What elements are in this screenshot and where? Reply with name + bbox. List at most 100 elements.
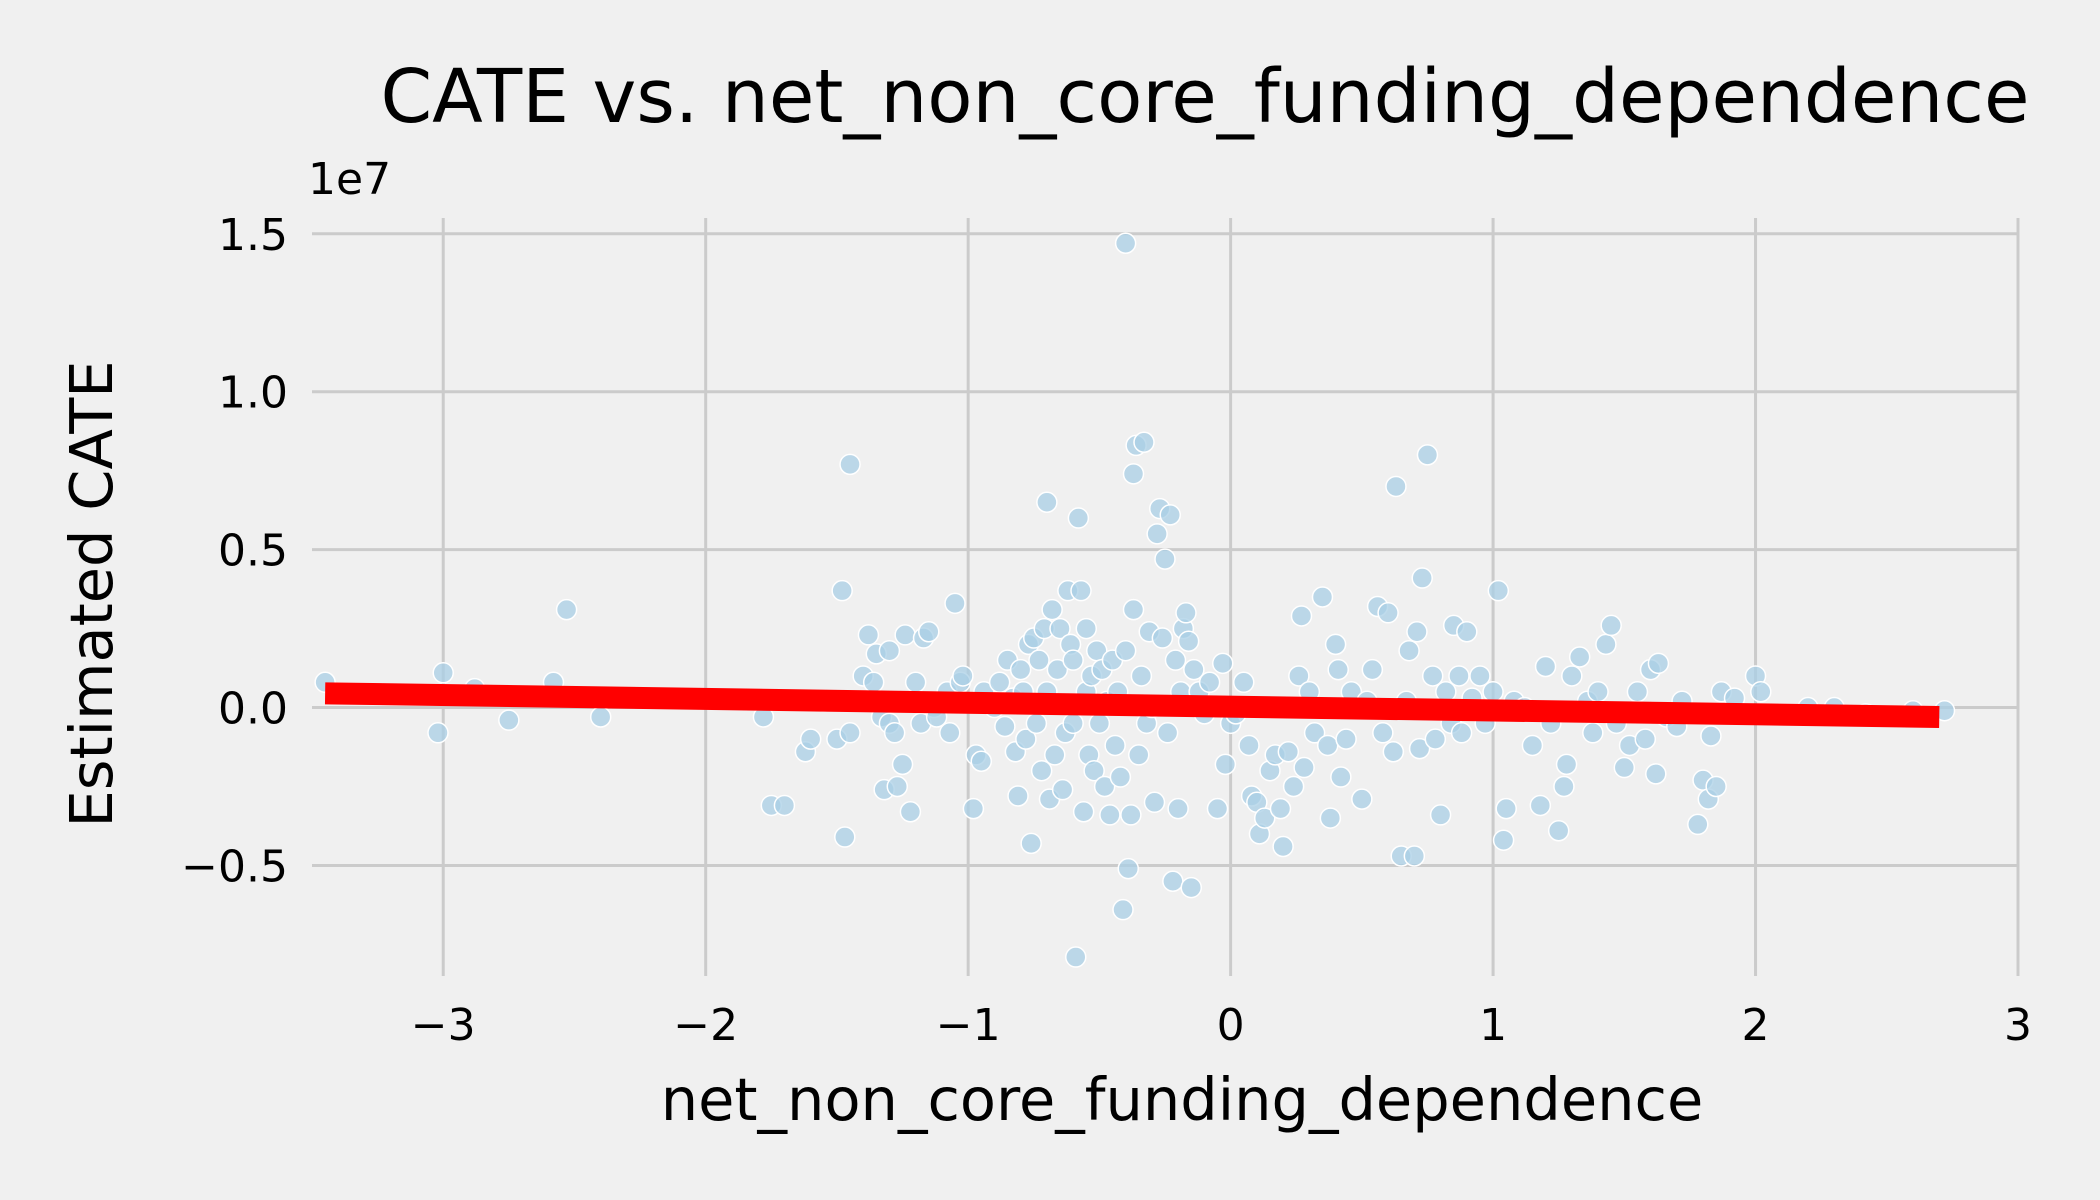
- scatter-point: [1647, 652, 1670, 675]
- scatter-point: [886, 775, 909, 798]
- scatter-point: [1007, 785, 1029, 807]
- scatter-point: [891, 753, 914, 776]
- scatter-point: [1075, 617, 1098, 640]
- scatter-point: [1122, 463, 1145, 485]
- scatter-point: [1424, 728, 1447, 750]
- scatter-point: [1316, 734, 1339, 757]
- scatter-point: [1051, 778, 1074, 801]
- scatter-point: [970, 750, 993, 772]
- scatter-point: [1041, 598, 1063, 621]
- scatter-point: [432, 662, 454, 684]
- scatter-point: [1705, 775, 1727, 798]
- scatter-point: [799, 728, 822, 750]
- scatter-point: [904, 671, 927, 694]
- scatter-point: [1487, 579, 1510, 602]
- scatter-point: [1521, 734, 1544, 757]
- scatter-point: [857, 624, 880, 646]
- scatter-point: [1330, 766, 1352, 788]
- scatter-point: [1687, 813, 1709, 836]
- scatter-point: [918, 620, 940, 643]
- scatter-point: [1277, 741, 1300, 763]
- scatter-point: [1154, 548, 1176, 570]
- scatter-point: [1238, 734, 1260, 757]
- scatter-point: [862, 671, 885, 694]
- trend-line: [324, 682, 1940, 729]
- scatter-point: [1492, 829, 1515, 851]
- scatter-point: [1403, 845, 1426, 867]
- scatter-point: [1044, 744, 1066, 766]
- scatter-point: [962, 797, 985, 820]
- scatter-point: [1700, 725, 1722, 747]
- scatter-point: [1049, 617, 1071, 640]
- scatter-point: [1645, 763, 1667, 785]
- scatter-point: [883, 722, 906, 744]
- scatter-point: [1587, 681, 1609, 703]
- scatter-point: [1290, 605, 1313, 627]
- x-tick-label: −3: [411, 1000, 476, 1051]
- scatter-point: [1303, 722, 1326, 744]
- scatter-point: [1269, 797, 1292, 820]
- scatter-point: [1421, 665, 1444, 687]
- scatter-point: [1099, 804, 1121, 826]
- scatter-point: [1626, 681, 1649, 703]
- scatter-point: [1120, 804, 1142, 826]
- scatter-point: [1067, 507, 1090, 529]
- scatter-point: [1553, 775, 1575, 798]
- y-tick-label: 1.0: [218, 368, 288, 419]
- scatter-point: [1398, 639, 1420, 662]
- scatter-point: [1408, 737, 1431, 760]
- y-tick-label: 1.5: [218, 210, 288, 261]
- scatter-point: [1416, 444, 1439, 466]
- y-axis-label: Estimated CATE: [57, 360, 126, 827]
- scatter-point: [1327, 658, 1349, 681]
- scatter-point: [1180, 876, 1202, 899]
- scatter-point: [1167, 797, 1189, 820]
- scatter-point: [1009, 658, 1032, 681]
- scatter-point: [1534, 655, 1557, 678]
- scatter-point: [1112, 898, 1134, 921]
- x-tick-label: −2: [673, 1000, 738, 1051]
- scatter-point: [1634, 728, 1657, 750]
- scatter-point: [1117, 857, 1140, 880]
- scatter-point: [555, 598, 578, 621]
- x-tick-label: 2: [1742, 1000, 1770, 1051]
- scatter-point: [427, 722, 449, 744]
- scatter-point: [1083, 759, 1105, 782]
- scatter-point: [1469, 665, 1491, 687]
- scatter-point: [1293, 756, 1315, 779]
- scatter-point: [1319, 807, 1342, 829]
- scatter-point: [1070, 579, 1092, 602]
- scatter-point: [1072, 801, 1095, 823]
- scatter-point: [1582, 722, 1604, 744]
- scatter-point: [1030, 759, 1053, 782]
- scatter-point: [1109, 766, 1132, 788]
- scatter-point: [1062, 649, 1084, 671]
- scatter-point: [1351, 788, 1373, 810]
- y-tick-labels: −0.5 0.0 0.5 1.0 1.5: [181, 210, 288, 893]
- scatter-point: [1382, 741, 1405, 763]
- scatter-point: [1450, 722, 1473, 744]
- scatter-point: [1529, 794, 1552, 817]
- y-offset-text: 1e7: [308, 154, 391, 205]
- scatter-point: [1288, 665, 1310, 687]
- scatter-point: [1177, 630, 1200, 652]
- scatter-point: [1448, 665, 1470, 687]
- scatter-point: [878, 639, 901, 662]
- scatter-point: [1206, 797, 1229, 820]
- scatter-point: [1146, 523, 1168, 545]
- scatter-point: [1547, 819, 1570, 842]
- scatter-point: [1122, 598, 1145, 621]
- scatter-point: [1600, 614, 1622, 637]
- x-tick-label: 0: [1217, 1000, 1245, 1051]
- scatter-point: [1133, 431, 1155, 453]
- scatter-point: [1406, 620, 1428, 643]
- scatter-point: [1104, 734, 1126, 757]
- scatter-point: [1324, 633, 1347, 656]
- scatter-point: [1411, 567, 1433, 589]
- scatter-point: [1214, 753, 1237, 776]
- scatter-point: [1128, 744, 1150, 766]
- scatter-point: [1164, 649, 1187, 671]
- scatter-point: [1555, 753, 1578, 776]
- scatter-point: [1198, 671, 1221, 694]
